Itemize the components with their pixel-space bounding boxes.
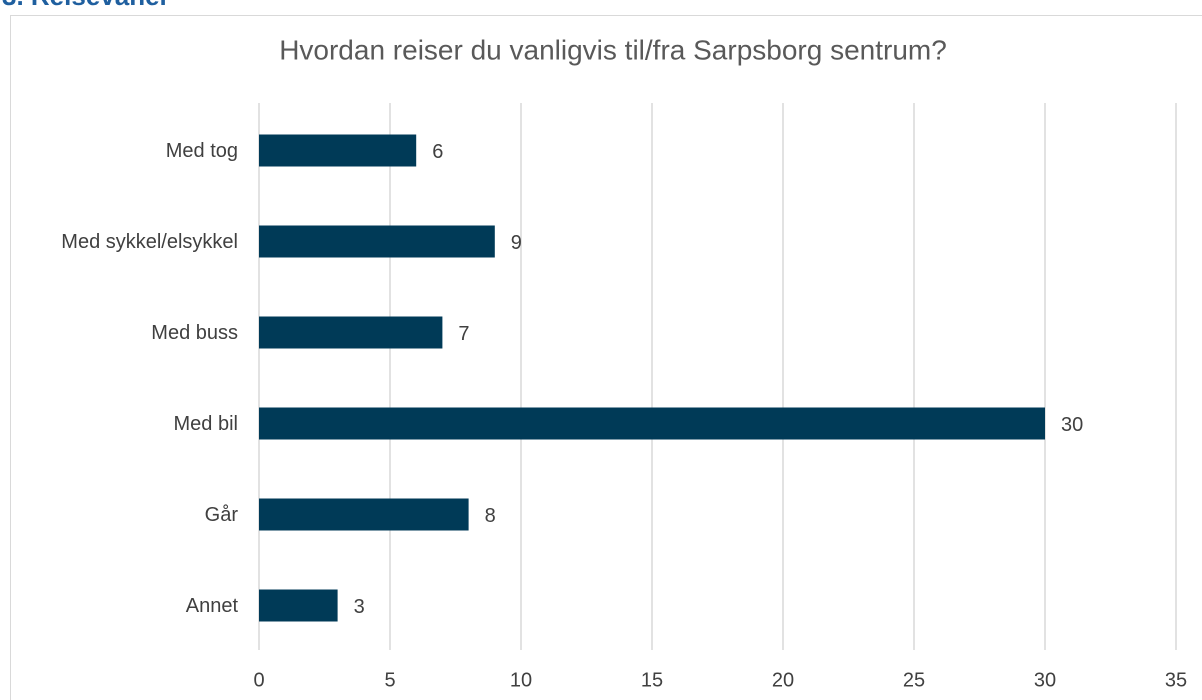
- x-tick-label: 5: [384, 669, 395, 691]
- bar: [259, 316, 443, 349]
- x-tick-label: 10: [510, 669, 532, 691]
- y-tick-label: Annet: [186, 595, 239, 617]
- y-tick-label: Går: [205, 504, 239, 526]
- y-tick-label: Med bil: [174, 413, 238, 435]
- y-tick-label: Med tog: [166, 140, 238, 162]
- x-tick-label: 0: [253, 669, 264, 691]
- y-tick-label: Med buss: [151, 322, 238, 344]
- x-tick-label: 20: [772, 669, 794, 691]
- value-label: 7: [458, 323, 469, 345]
- value-label: 9: [511, 232, 522, 254]
- x-tick-label: 30: [1034, 669, 1056, 691]
- section-heading: 3. Reisevaner: [2, 0, 170, 11]
- value-label: 30: [1061, 414, 1083, 436]
- value-label: 6: [432, 141, 443, 163]
- y-tick-label: Med sykkel/elsykkel: [61, 231, 238, 253]
- x-tick-label: 35: [1165, 669, 1187, 691]
- value-label: 8: [485, 505, 496, 527]
- bar: [259, 498, 469, 531]
- x-tick-label: 25: [903, 669, 925, 691]
- bar: [259, 407, 1045, 440]
- chart-frame: [10, 15, 1202, 700]
- bar: [259, 225, 495, 258]
- bar: [259, 589, 338, 622]
- x-tick-label: 15: [641, 669, 663, 691]
- value-label: 3: [354, 596, 365, 618]
- chart-title: Hvordan reiser du vanligvis til/fra Sarp…: [279, 34, 947, 65]
- bar: [259, 134, 417, 167]
